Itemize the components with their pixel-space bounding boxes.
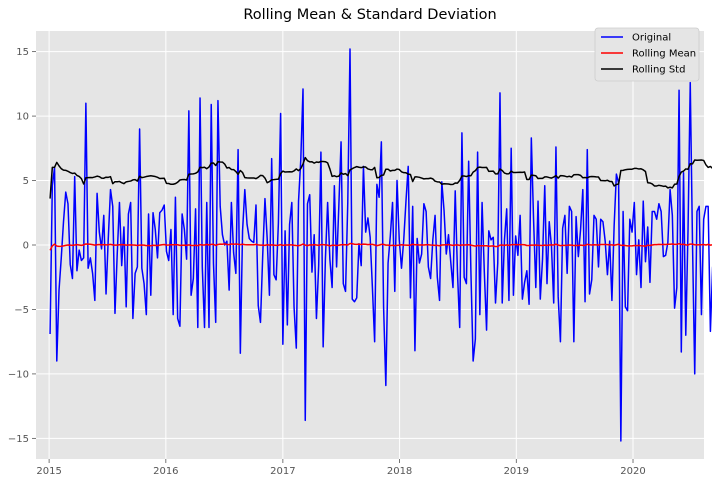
x-tick-label: 2016 — [153, 466, 178, 477]
y-tick-label: 10 — [16, 112, 29, 123]
y-tick-label: 0 — [23, 241, 29, 252]
series-original — [49, 48, 712, 442]
x-tick-label: 2019 — [504, 466, 529, 477]
x-axis: 2015 2016 2017 2018 2019 2020 — [36, 459, 646, 477]
series-rolling-std — [49, 156, 712, 199]
legend-label-rolling-std: Rolling Std — [632, 65, 685, 76]
legend-label-original: Original — [632, 33, 671, 44]
x-tick-label: 2015 — [36, 466, 61, 477]
legend-label-rolling-mean: Rolling Mean — [632, 49, 696, 60]
legend-box — [594, 27, 700, 82]
x-tick-label: 2020 — [620, 466, 645, 477]
y-tick-label: −10 — [8, 369, 29, 380]
y-tick-label: 5 — [23, 176, 29, 187]
y-tick-label: −15 — [8, 434, 29, 445]
series-rolling-mean — [49, 242, 712, 251]
y-tick-label: 15 — [16, 47, 29, 58]
chart-title: Rolling Mean & Standard Deviation — [243, 7, 496, 23]
y-tick-label: −5 — [14, 305, 29, 316]
x-tick-label: 2017 — [270, 466, 295, 477]
series-layer — [49, 48, 712, 442]
legend: Original Rolling Mean Rolling Std — [594, 27, 700, 82]
x-tick-label: 2018 — [387, 466, 412, 477]
y-axis: −15 −10 −5 0 5 10 15 — [8, 47, 36, 445]
